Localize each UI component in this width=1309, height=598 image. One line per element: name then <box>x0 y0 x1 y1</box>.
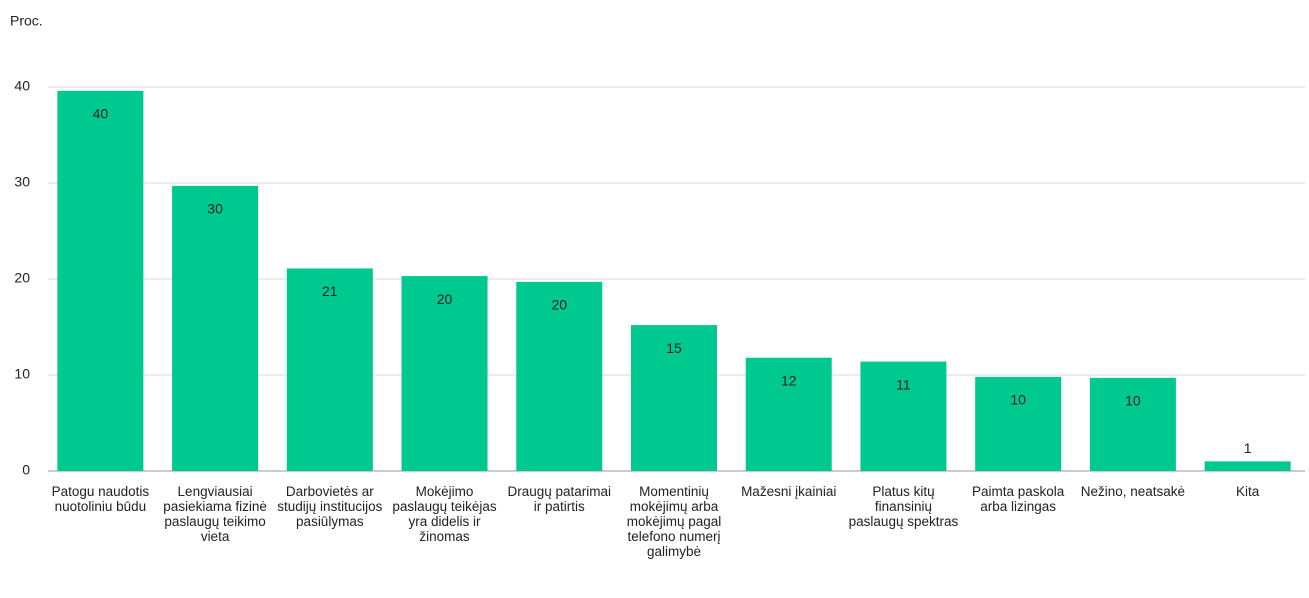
value-label: 30 <box>207 201 223 217</box>
x-tick-label: Momentinių mokėjimų arba mokėjimų pagal … <box>626 484 722 559</box>
x-tick-label: Draugų patarimai ir patirtis <box>507 484 612 514</box>
bar <box>286 268 373 471</box>
value-label: 20 <box>551 297 567 313</box>
x-tick-label: Kita <box>1235 484 1260 499</box>
x-tick-label: Lengviausiai pasiekiama fizinė paslaugų … <box>163 484 267 544</box>
bar <box>172 185 259 471</box>
x-tick-label: Darbovietės ar studijų institucijos pasi… <box>277 484 383 529</box>
value-label: 10 <box>1010 392 1026 408</box>
value-label: 20 <box>437 291 453 307</box>
bar <box>745 357 832 471</box>
value-label: 15 <box>666 340 682 356</box>
bar <box>1204 461 1291 471</box>
bar <box>631 325 717 471</box>
y-tick-label: 30 <box>14 174 30 190</box>
x-tick-label: Mokėjimo paslaugų teikėjas yra didelis i… <box>392 484 497 544</box>
bar <box>57 90 144 471</box>
bar <box>975 376 1062 471</box>
y-axis-label: Proc. <box>10 13 43 29</box>
x-tick-label: Paimta paskola arba lizingas <box>972 484 1065 514</box>
value-label: 10 <box>1125 393 1141 409</box>
y-tick-label: 10 <box>14 366 30 382</box>
bar <box>401 276 488 471</box>
y-tick-label: 0 <box>22 462 30 478</box>
x-tick-label: Mažesni įkainiai <box>741 484 837 499</box>
x-tick-label: Platus kitų finansinių paslaugų spektras <box>848 484 959 529</box>
value-label: 40 <box>93 106 109 122</box>
bar <box>860 361 947 471</box>
value-label: 12 <box>781 372 797 388</box>
bar <box>1089 377 1176 471</box>
x-tick-label: Patogu naudotis nuotoliniu būdu <box>51 484 150 514</box>
value-label: 1 <box>1244 440 1252 456</box>
y-tick-label: 40 <box>14 78 30 94</box>
y-tick-label: 20 <box>14 270 30 286</box>
value-label: 21 <box>322 283 338 299</box>
value-label: 11 <box>896 376 911 392</box>
x-tick-label: Nežino, neatsakė <box>1080 484 1186 499</box>
bar <box>516 281 603 471</box>
